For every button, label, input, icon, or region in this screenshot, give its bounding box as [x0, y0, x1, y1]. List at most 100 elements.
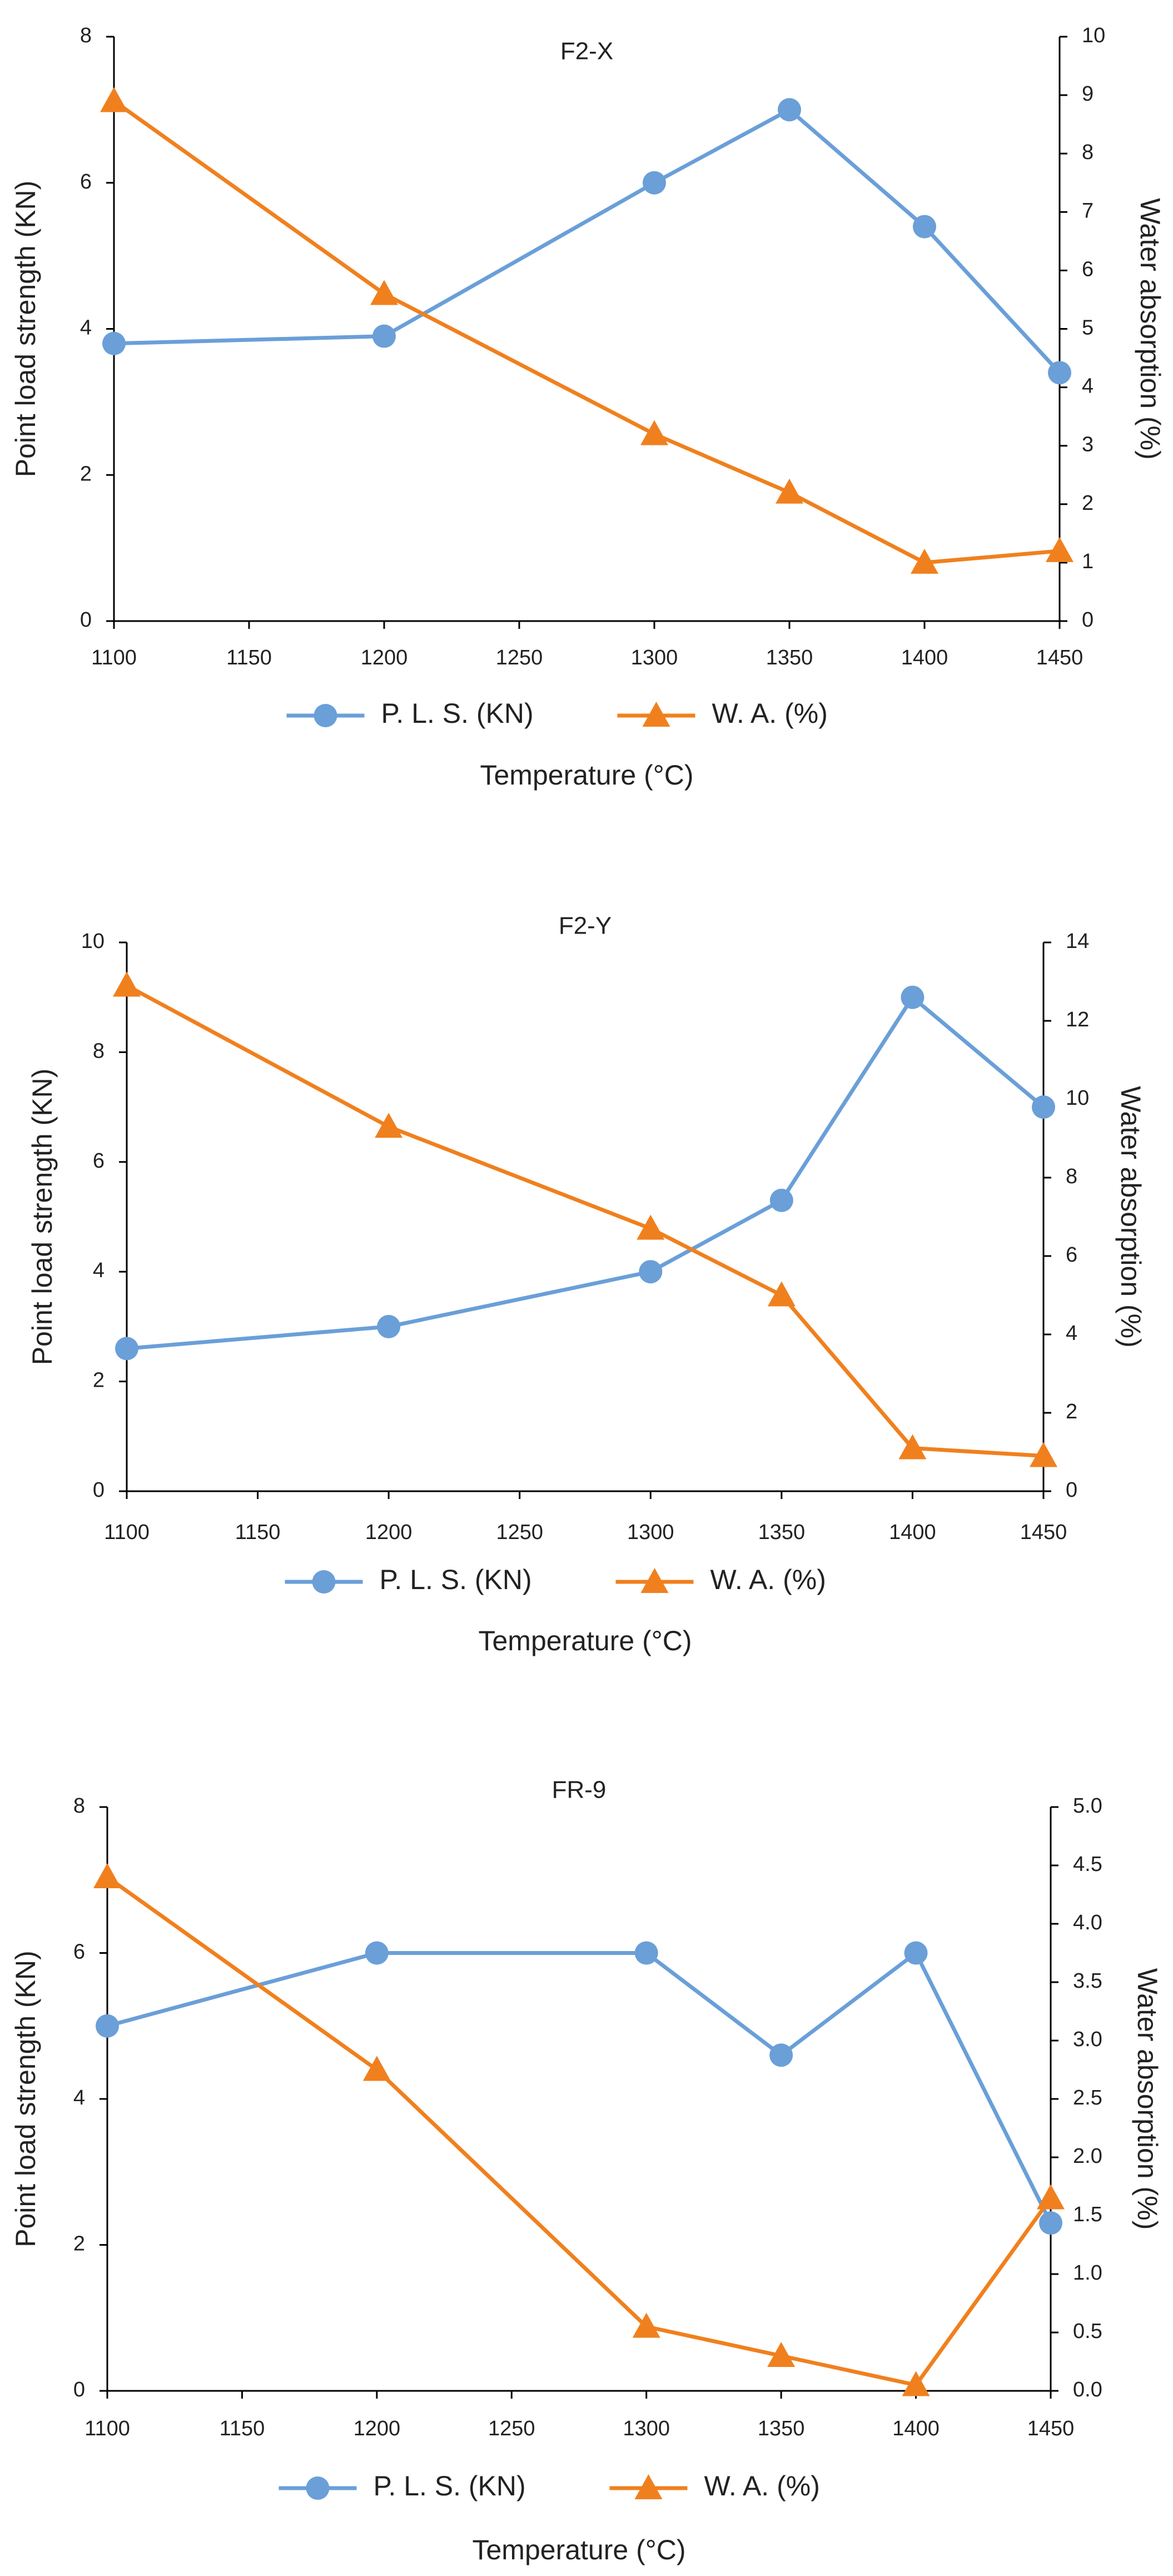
data-point	[113, 971, 141, 997]
y-left-tick-label: 8	[80, 24, 92, 47]
y-left-tick-label: 4	[93, 1259, 105, 1282]
x-tick-label: 1350	[766, 646, 813, 669]
y-right-tick-label: 12	[1066, 1008, 1089, 1031]
y-left-tick-label: 6	[93, 1149, 105, 1173]
series-wa	[93, 1863, 1065, 2396]
data-point	[1048, 361, 1071, 385]
data-point	[769, 1188, 793, 1212]
y-axis-right-label: Water absorption (%)	[1132, 1968, 1163, 2230]
y-right-tick-label: 6	[1082, 257, 1094, 281]
y-left-tick-label: 2	[93, 1369, 105, 1392]
data-point	[634, 1941, 658, 1965]
y-right-tick-label: 0	[1082, 608, 1094, 632]
y-left-tick-label: 8	[93, 1039, 105, 1063]
data-point	[96, 2014, 119, 2038]
y-left-tick-label: 6	[73, 1940, 85, 1964]
y-right-tick-label: 3.5	[1073, 1969, 1102, 1993]
data-point	[93, 1863, 121, 1888]
x-axis-label: Temperature (°C)	[480, 760, 694, 791]
axes	[106, 1807, 1052, 2392]
x-tick-label: 1300	[627, 1521, 674, 1544]
data-point	[898, 1434, 927, 1460]
legend: P. L. S. (KN) W. A. (%)	[286, 698, 828, 729]
x-tick-label: 1350	[758, 1521, 806, 1544]
series-pls	[96, 1941, 1062, 2235]
x-tick-label: 1300	[623, 2417, 670, 2440]
data-point	[767, 1281, 796, 1307]
legend-marker	[312, 1570, 336, 1594]
legend-label: P. L. S. (KN)	[374, 2470, 526, 2501]
data-point	[1037, 2184, 1065, 2210]
y-right-tick-label: 8	[1082, 141, 1094, 164]
series-pls	[102, 98, 1071, 385]
series-line	[126, 995, 1045, 1351]
x-tick-label: 1400	[901, 646, 948, 669]
x-tick-label: 1400	[889, 1521, 936, 1544]
x-tick-label: 1100	[91, 646, 137, 669]
y-right-tick-label: 0.5	[1073, 2320, 1102, 2343]
series-line	[106, 1875, 1052, 2387]
y-right-tick-label: 10	[1082, 24, 1105, 47]
data-point	[902, 2371, 930, 2396]
data-point	[370, 280, 398, 305]
y-left-tick-label: 0	[80, 608, 92, 632]
legend-marker	[314, 704, 337, 727]
chart-title: F2-X	[560, 38, 613, 65]
y-right-tick-label: 2	[1066, 1400, 1077, 1423]
legend-label: W. A. (%)	[712, 698, 828, 729]
y-right-tick-label: 1.5	[1073, 2203, 1102, 2226]
x-tick-label: 1450	[1027, 2417, 1075, 2440]
data-point	[1032, 1095, 1055, 1119]
data-point	[1046, 537, 1073, 562]
data-point	[102, 331, 126, 355]
x-tick-label: 1250	[496, 1521, 543, 1544]
x-tick-label: 1450	[1020, 1521, 1067, 1544]
x-axis-label: Temperature (°C)	[473, 2534, 686, 2565]
y-left-tick-label: 0	[93, 1478, 105, 1502]
legend-marker	[306, 2476, 330, 2500]
y-axis-right-label: Water absorption (%)	[1135, 198, 1166, 460]
y-right-tick-label: 0.0	[1073, 2378, 1102, 2401]
data-point	[769, 2043, 793, 2067]
legend-label: W. A. (%)	[710, 1564, 826, 1595]
y-right-tick-label: 6	[1066, 1243, 1077, 1267]
data-point	[901, 985, 925, 1009]
y-axis-left-label: Point load strength (KN)	[10, 1950, 41, 2247]
y-axis-left-label: Point load strength (KN)	[27, 1069, 58, 1366]
y-right-tick-label: 4.5	[1073, 1853, 1102, 1876]
x-tick-label: 1150	[226, 646, 272, 669]
x-tick-label: 1200	[361, 646, 408, 669]
x-tick-label: 1200	[354, 2417, 401, 2440]
x-tick-label: 1250	[496, 646, 543, 669]
x-tick-label: 1200	[365, 1521, 412, 1544]
x-tick-label: 1150	[235, 1521, 281, 1544]
y-right-tick-label: 1.0	[1073, 2261, 1102, 2285]
series-line	[112, 99, 1060, 565]
series-wa	[100, 87, 1073, 574]
series-line	[113, 107, 1061, 374]
chart-title: FR-9	[552, 1776, 607, 1804]
legend: P. L. S. (KN) W. A. (%)	[279, 2470, 820, 2501]
data-point	[362, 2056, 391, 2081]
data-point	[643, 171, 666, 195]
legend-marker	[634, 2474, 663, 2499]
y-right-tick-label: 9	[1082, 82, 1094, 106]
data-point	[637, 1214, 665, 1240]
y-right-tick-label: 5	[1082, 316, 1094, 340]
y-right-tick-label: 3.0	[1073, 2028, 1102, 2051]
series-line	[126, 984, 1044, 1458]
data-point	[776, 478, 803, 504]
x-tick-label: 1250	[488, 2417, 535, 2440]
x-tick-label: 1300	[631, 646, 678, 669]
y-right-tick-label: 2	[1082, 492, 1094, 515]
legend-label: P. L. S. (KN)	[381, 698, 534, 729]
y-left-tick-label: 4	[80, 316, 92, 340]
data-point	[640, 420, 668, 445]
x-tick-label: 1400	[892, 2417, 940, 2440]
data-point	[100, 87, 128, 112]
chart-title: F2-Y	[559, 912, 612, 940]
legend-marker	[642, 702, 670, 727]
y-right-tick-label: 2.5	[1073, 2086, 1102, 2110]
